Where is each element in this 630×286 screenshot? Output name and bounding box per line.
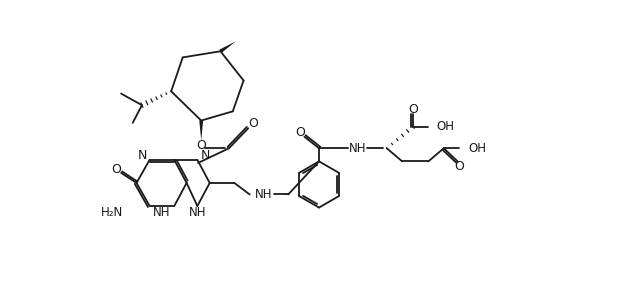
Text: N: N [138,150,147,162]
Polygon shape [219,41,236,53]
Text: N: N [201,150,210,162]
Text: O: O [454,160,464,173]
Text: NH: NH [188,206,206,219]
Text: O: O [295,126,305,139]
Text: OH: OH [437,120,455,133]
Text: OH: OH [468,142,486,155]
Polygon shape [199,121,203,141]
Text: NH: NH [153,206,171,219]
Text: NH: NH [255,188,272,201]
Text: O: O [248,117,258,130]
Text: NH: NH [349,142,366,155]
Text: O: O [197,140,206,152]
Text: O: O [111,163,121,176]
Text: O: O [408,102,418,116]
Text: H₂N: H₂N [101,206,123,219]
